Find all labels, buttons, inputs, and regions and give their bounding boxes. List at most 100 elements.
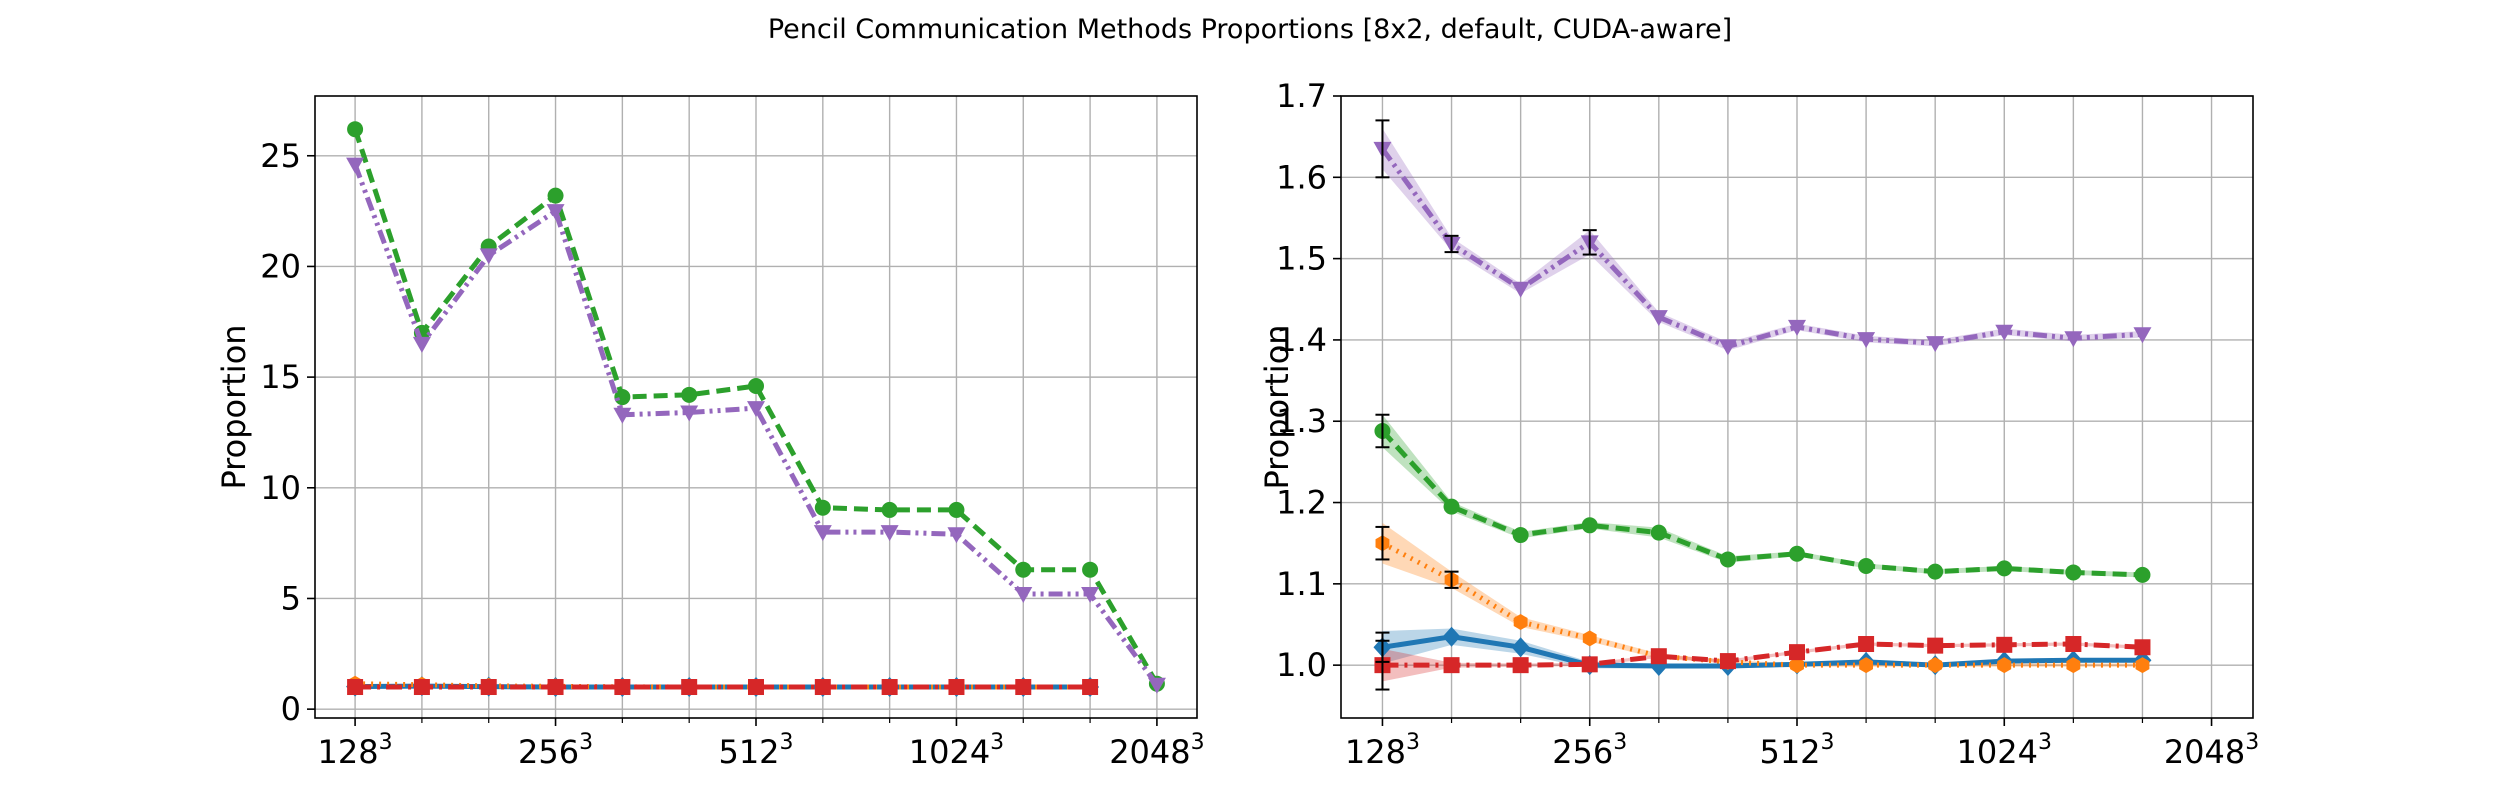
chart0-series-3-point-4 [614, 679, 631, 696]
chart0-series-4 [346, 157, 1166, 694]
chart1-series-1-point-10 [2066, 657, 2081, 674]
chart0-xtick-label-3: 10243 [909, 730, 1004, 771]
chart0-ytick-label-1: 5 [281, 579, 301, 617]
chart1-series-3-point-7 [1858, 636, 1875, 653]
chart1-series-4-errorbar-0 [1375, 119, 1390, 179]
chart1-series-4-band [1382, 128, 2143, 351]
chart1-series-2-errorbar-0 [1375, 413, 1390, 449]
chart1-series-2-point-1 [1443, 498, 1460, 515]
chart1-ytick-label-1: 1.1 [1276, 565, 1327, 603]
chart0-series-3 [347, 679, 1099, 696]
chart0-series-3-point-5 [681, 679, 698, 696]
chart1-series-2-point-11 [2134, 566, 2151, 583]
chart0-series-3-point-2 [480, 679, 497, 696]
chart1-series-4-line [1380, 147, 2143, 349]
chart0-series-4-point-0 [346, 157, 365, 174]
chart0-series-2-point-6 [748, 377, 764, 394]
chart1-series-2-point-4 [1650, 524, 1667, 541]
chart1-series-3-point-5 [1719, 653, 1736, 670]
chart1-series-4 [1373, 141, 2152, 356]
chart1-ytick-label-3: 1.3 [1276, 402, 1327, 440]
chart1-series-3-point-3 [1581, 656, 1598, 673]
chart1-series-0-point-1 [1442, 626, 1461, 647]
chart0-series-2-point-9 [948, 501, 965, 518]
chart0-series-4-point-11 [1081, 587, 1100, 604]
chart1-series-3-point-9 [1996, 636, 2013, 653]
chart-right: 1.0 1.1 1.2 1.3 1.4 1.5 1.6 1.7 1283 2563 5123 1024… [1258, 77, 2259, 771]
chart1-series-0 [1373, 626, 2152, 676]
chart0-series-3-point-10 [1015, 679, 1032, 696]
chart0-series-2-point-7 [814, 499, 831, 516]
chart1-ytick-label-0: 1.0 [1276, 646, 1327, 684]
chart0-series-4-point-8 [880, 525, 899, 542]
chart0-series-2-point-11 [1082, 561, 1099, 578]
chart1-series-1-point-2 [1513, 614, 1528, 631]
chart1-grid [1341, 95, 2253, 718]
chart1-ytick-label-5: 1.5 [1276, 240, 1327, 278]
chart0-series-3-point-0 [347, 679, 364, 696]
chart0-series-2-point-10 [1015, 561, 1032, 578]
chart0-series-3-point-9 [948, 679, 965, 696]
chart1-series-1-point-6 [1790, 657, 1804, 674]
chart1-series-1-errorbar-0 [1375, 525, 1390, 561]
chart0-ylabel: Proportion [215, 324, 253, 489]
chart0-grid [315, 96, 1197, 718]
chart1-xtick-label-3: 10243 [1957, 730, 2052, 771]
chart0-xtick-label-1: 2563 [518, 730, 593, 771]
chart1-series-1-point-9 [1997, 657, 2012, 674]
chart1-series-3-point-1 [1443, 657, 1460, 674]
figure-title: Pencil Communication Methods Proportions… [767, 14, 1733, 45]
chart1-xtick-label-0: 1283 [1345, 730, 1420, 771]
chart1-series-1-point-7 [1859, 657, 1874, 674]
chart0-ytick-label-4: 20 [260, 247, 301, 285]
chart1-series-2-point-9 [1996, 560, 2013, 577]
chart1-series-4-point-10 [2064, 331, 2083, 348]
chart1-ytick-label-7: 1.7 [1276, 77, 1327, 115]
chart1-ytick-label-4: 1.4 [1276, 321, 1327, 359]
chart1-xtick-label-4: 20483 [2164, 730, 2259, 771]
chart0-series-4-point-4 [613, 407, 632, 424]
chart0-series-2-point-0 [347, 121, 364, 138]
chart0-series-4-point-10 [1014, 587, 1033, 604]
chart1-series-2-point-7 [1858, 557, 1875, 574]
chart1-series-1-line [1381, 540, 2143, 668]
chart0-series-4-point-3 [546, 204, 565, 221]
chart1-series-2 [1374, 422, 2151, 583]
chart0-series-3-point-6 [748, 679, 764, 696]
chart0-series-3-point-3 [547, 679, 564, 696]
chart1-series-4-point-2 [1511, 281, 1530, 298]
chart1-series-1-band [1382, 522, 2143, 667]
chart1-series-2-line [1380, 429, 2143, 578]
chart0-series-4-point-9 [947, 527, 966, 544]
chart1-series-4-point-7 [1857, 332, 1876, 349]
chart0-xtick-label-2: 5123 [718, 730, 793, 771]
chart0-series-2-point-5 [681, 386, 698, 403]
chart-left: 0 5 10 15 20 25 1283 2563 5123 10243 20483 Proporti… [215, 95, 1205, 771]
chart0-series-3-point-8 [881, 679, 898, 696]
chart0-series-2-point-3 [547, 187, 564, 204]
chart1-ylabel: Proportion [1258, 324, 1296, 489]
chart0-series-4-point-12 [1147, 677, 1166, 694]
chart1-series-4-point-9 [1995, 324, 2014, 341]
chart1-series-1-point-3 [1582, 630, 1597, 647]
chart0-series-4-point-5 [680, 405, 699, 422]
chart1-series-2-point-10 [2065, 564, 2082, 581]
chart0-series-2-point-8 [881, 501, 898, 518]
chart0-xtick-label-0: 1283 [318, 730, 393, 771]
chart0-series-3-point-1 [413, 679, 430, 696]
chart0-ytick-label-0: 0 [281, 690, 301, 728]
chart1-series-3-line [1382, 641, 2143, 668]
chart1-series-3-point-10 [2065, 636, 2082, 653]
chart0-ytick-label-3: 15 [260, 358, 301, 396]
chart0-series-3-point-7 [814, 679, 831, 696]
chart1-series-3-point-8 [1927, 637, 1944, 654]
chart1-series-4-point-8 [1926, 336, 1945, 353]
chart0-ytick-label-2: 10 [260, 469, 301, 507]
chart1-series-3-point-4 [1650, 648, 1667, 665]
chart1-xtick-label-1: 2563 [1552, 730, 1627, 771]
chart1-series-3-point-2 [1512, 657, 1529, 674]
chart1-series-2-band [1382, 414, 2143, 578]
chart1-series-4-point-6 [1788, 319, 1806, 336]
chart0-series-2-point-4 [614, 389, 631, 406]
